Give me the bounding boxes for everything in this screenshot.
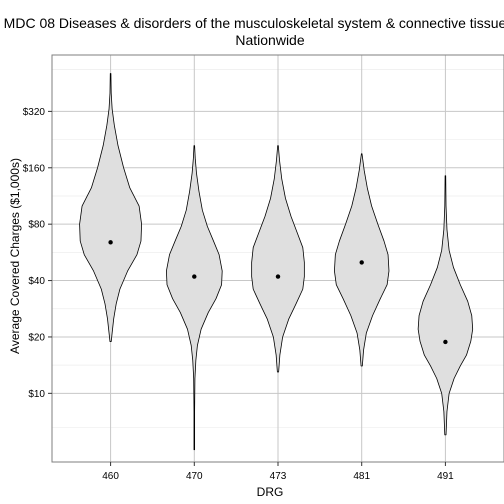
chart-title: MDC 08 Diseases & disorders of the muscu…	[4, 15, 504, 31]
y-tick-label: $160	[23, 163, 46, 174]
violin-481	[334, 153, 390, 367]
x-tick-label: 460	[102, 471, 119, 482]
x-tick-label: 481	[353, 471, 370, 482]
violin-layer	[79, 73, 474, 451]
violin-460	[79, 73, 142, 342]
y-tick-label: $20	[28, 332, 45, 343]
x-axis-title: DRG	[257, 485, 284, 499]
x-axis-ticks: 460 470 473 481 491	[102, 462, 454, 482]
median-point-layer	[108, 240, 448, 345]
y-tick-label: $320	[23, 107, 46, 118]
violin-473	[251, 145, 305, 373]
median-point-470	[192, 274, 197, 279]
x-tick-label: 470	[186, 471, 203, 482]
median-point-460	[108, 240, 113, 245]
y-tick-label: $10	[28, 389, 45, 400]
median-point-491	[443, 339, 448, 345]
chart-subtitle: Nationwide	[235, 32, 304, 48]
x-tick-label: 473	[270, 471, 287, 482]
y-tick-label: $40	[28, 276, 45, 287]
y-tick-label: $80	[28, 220, 45, 231]
median-point-481	[359, 260, 364, 265]
violin-491	[417, 175, 474, 436]
x-tick-label: 491	[437, 471, 454, 482]
y-axis-title: Average Covered Charges ($1,000s)	[8, 158, 22, 354]
violin-470	[166, 145, 223, 451]
y-axis-ticks: $10 $20 $40 $80 $160 $320	[23, 107, 52, 400]
median-point-473	[275, 274, 281, 279]
